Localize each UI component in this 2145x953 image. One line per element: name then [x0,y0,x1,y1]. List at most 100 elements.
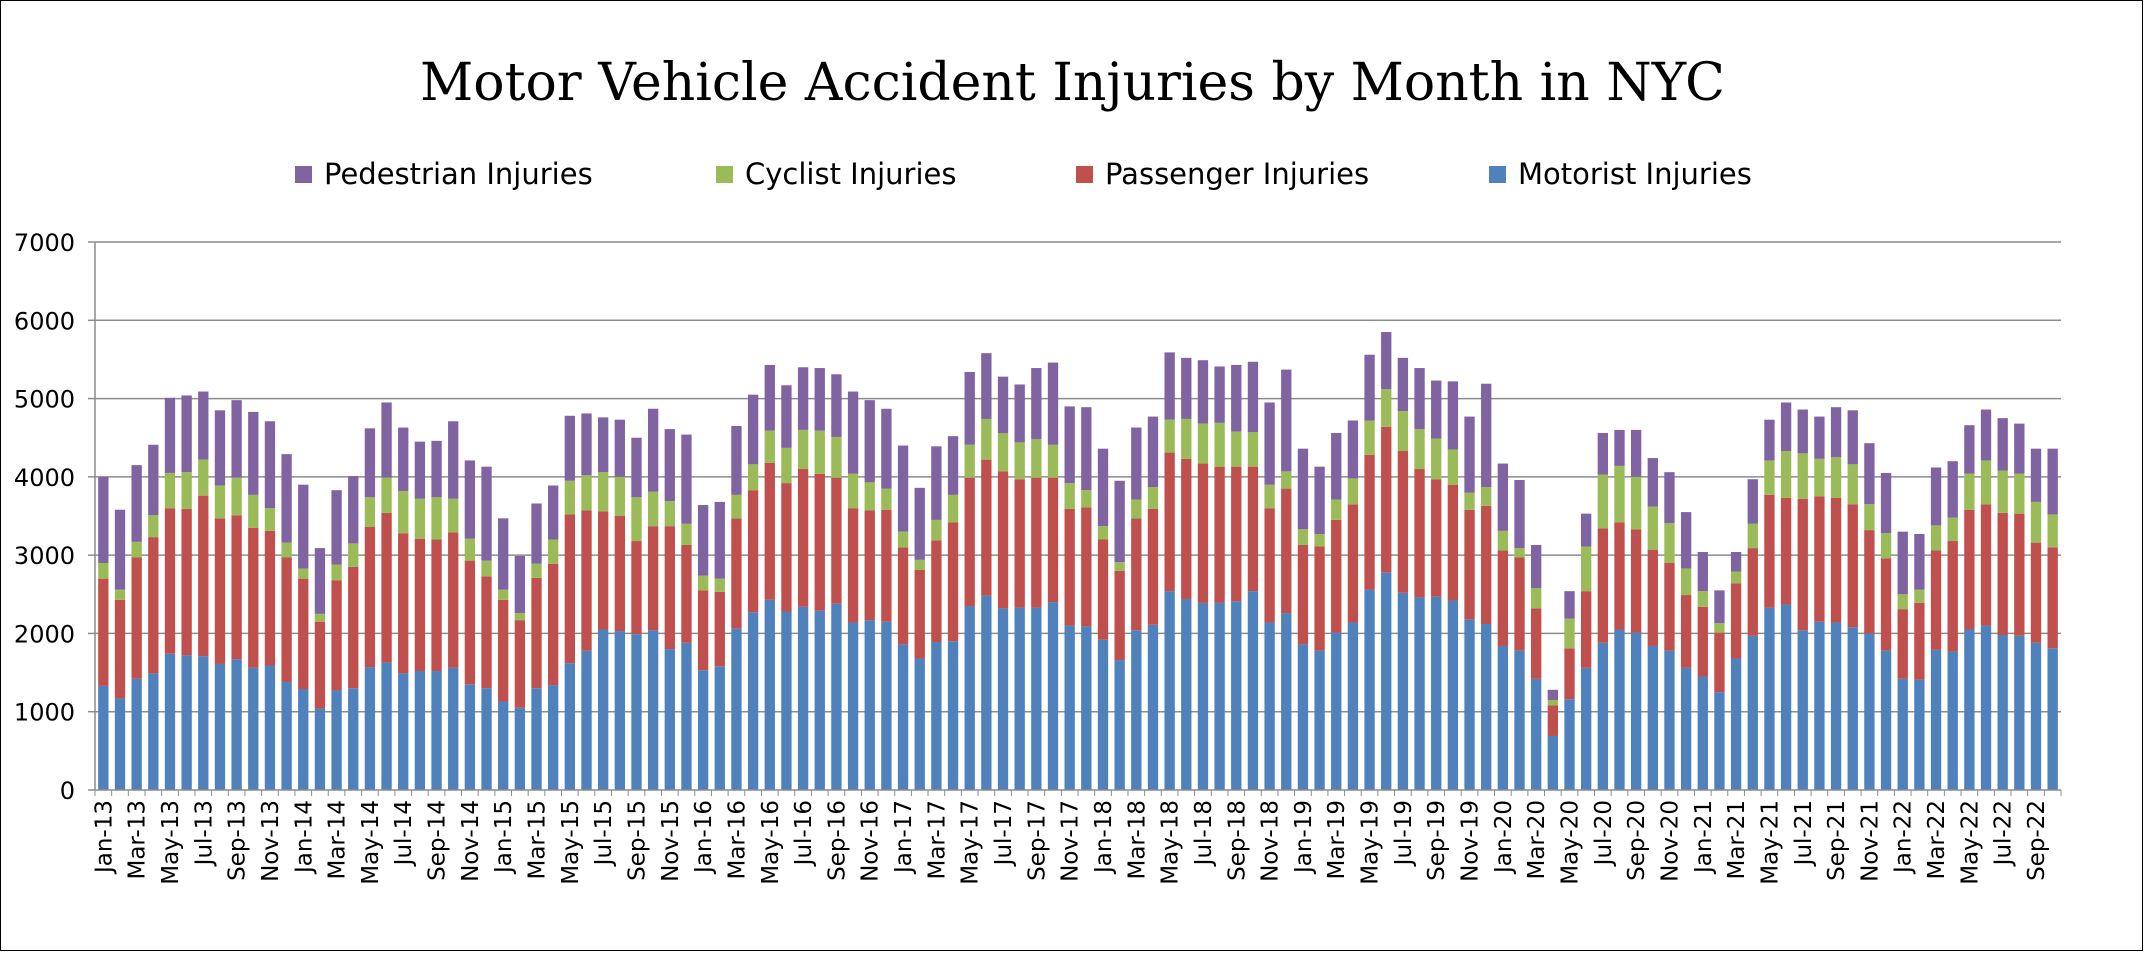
x-tick-label: May-22 [1957,800,1983,885]
bar-cyclist-jan-14 [298,568,309,579]
x-tick-label: Sep-17 [1024,800,1050,881]
bar-motorist-may-21 [1764,607,1775,790]
x-tick-label: Jul-15 [591,800,617,867]
bar-cyclist-oct-15 [647,491,659,527]
bar-motorist-oct-16 [847,622,859,790]
bar-passenger-oct-22 [2047,547,2058,649]
bar-pedestrian-aug-15 [614,419,625,477]
bar-cyclist-nov-15 [664,501,675,527]
bar-passenger-jul-19 [1397,451,1409,593]
bars [98,332,2058,790]
bar-motorist-jul-22 [1997,634,2008,790]
bar-motorist-oct-19 [1447,600,1459,790]
bar-pedestrian-apr-19 [1347,420,1359,479]
bar-cyclist-jul-21 [1797,453,1808,499]
bar-pedestrian-aug-18 [1214,366,1225,423]
bar-passenger-jan-15 [498,599,509,702]
bar-cyclist-feb-17 [914,559,925,571]
bar-motorist-jun-22 [1980,625,1992,790]
bar-cyclist-jan-16 [697,575,709,591]
bar-motorist-dec-20 [1680,667,1692,790]
x-tick-label: Mar-17 [924,800,950,880]
bar-passenger-may-16 [764,462,775,600]
bar-cyclist-may-20 [1564,618,1575,649]
bar-motorist-feb-18 [1114,660,1125,790]
bar-motorist-aug-14 [414,671,426,790]
bar-motorist-jul-13 [198,656,209,790]
bar-pedestrian-feb-14 [314,548,326,614]
bar-pedestrian-aug-22 [2014,423,2025,474]
bar-cyclist-may-22 [1964,473,1975,510]
bar-passenger-jan-17 [897,547,909,645]
bar-passenger-mar-17 [931,540,942,643]
bar-pedestrian-may-15 [564,415,575,481]
bar-motorist-jul-14 [398,673,409,790]
bar-passenger-dec-21 [1880,558,1892,651]
bar-motorist-feb-21 [1714,692,1725,790]
bar-pedestrian-mar-15 [531,503,542,564]
bar-motorist-jun-17 [981,595,992,790]
bar-passenger-aug-19 [1414,469,1425,598]
bar-cyclist-may-17 [964,444,975,478]
bar-motorist-jul-21 [1797,630,1808,790]
bar-motorist-dec-21 [1880,650,1892,790]
bar-pedestrian-mar-16 [731,425,742,495]
bar-pedestrian-apr-13 [148,444,159,516]
bar-motorist-mar-21 [1730,658,1742,790]
bar-motorist-may-22 [1964,629,1975,790]
bar-pedestrian-jan-15 [498,518,509,590]
bar-motorist-dec-13 [281,681,292,790]
bar-pedestrian-jan-21 [1697,552,1708,592]
bar-passenger-oct-14 [448,532,459,668]
bar-cyclist-may-18 [1164,419,1175,453]
bar-passenger-jun-20 [1581,591,1592,668]
bar-passenger-feb-13 [114,599,126,699]
bar-passenger-dec-19 [1481,505,1492,625]
x-tick-label: Mar-14 [325,800,351,880]
x-tick-label: May-21 [1757,800,1783,885]
bar-pedestrian-jan-20 [1497,463,1509,531]
bar-motorist-dec-16 [881,621,892,790]
bar-pedestrian-apr-22 [1947,461,1958,518]
y-tick-label: 5000 [14,386,75,414]
bar-pedestrian-jan-17 [897,445,909,532]
bar-pedestrian-sep-17 [1031,368,1042,440]
bar-motorist-feb-19 [1314,650,1325,790]
bar-cyclist-feb-18 [1114,562,1125,571]
bar-passenger-sep-14 [431,539,442,672]
bar-passenger-jan-13 [98,578,109,686]
bar-motorist-aug-13 [214,663,226,790]
bar-passenger-jul-18 [1197,463,1209,603]
x-tick-label: Mar-13 [125,800,151,880]
bar-cyclist-jun-14 [381,477,392,513]
bar-pedestrian-oct-14 [448,421,459,499]
bar-passenger-apr-18 [1147,508,1159,625]
bar-passenger-jun-22 [1980,504,1992,626]
x-tick-label: Jul-20 [1591,800,1617,867]
bar-passenger-dec-16 [881,509,892,622]
bar-passenger-sep-13 [231,515,242,660]
bar-cyclist-oct-19 [1447,449,1459,485]
bar-motorist-oct-20 [1647,645,1658,790]
bar-motorist-jan-16 [697,670,709,790]
bar-pedestrian-oct-18 [1247,361,1259,433]
bar-pedestrian-apr-16 [747,394,759,465]
bar-passenger-sep-17 [1031,477,1042,608]
bar-motorist-mar-14 [331,690,342,790]
bar-pedestrian-jan-13 [98,476,109,563]
bar-passenger-aug-16 [814,473,825,611]
bar-passenger-mar-14 [331,580,342,691]
bar-pedestrian-dec-13 [281,454,292,543]
bar-pedestrian-jul-21 [1797,409,1808,454]
bar-pedestrian-oct-13 [248,411,259,495]
bar-pedestrian-aug-14 [414,441,426,499]
bar-cyclist-mar-16 [731,494,742,519]
bar-passenger-jan-20 [1497,550,1509,646]
bar-cyclist-jun-22 [1980,460,1992,505]
y-tick-label: 4000 [14,464,75,492]
bar-passenger-mar-20 [1531,608,1542,679]
bar-pedestrian-may-21 [1764,419,1775,461]
bar-cyclist-dec-20 [1680,568,1692,596]
bar-cyclist-jul-17 [997,433,1009,472]
x-tick-label: Jan-13 [91,800,117,875]
